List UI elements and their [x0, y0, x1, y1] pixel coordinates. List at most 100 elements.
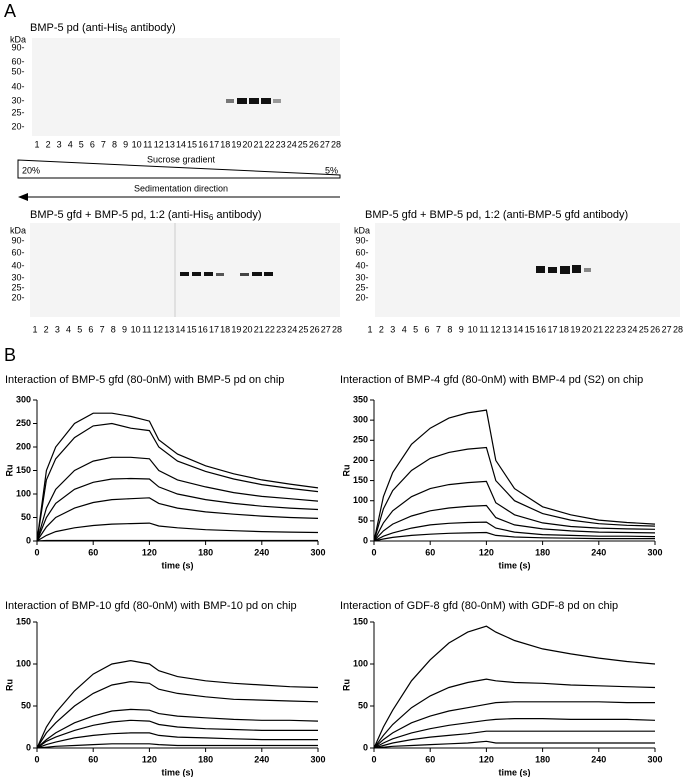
kda-label: 25- [11, 282, 24, 292]
x-tick-label: 240 [591, 547, 606, 557]
x-tick-label: 0 [34, 754, 39, 764]
lane-number: 6 [88, 324, 93, 334]
lane-number: 22 [265, 139, 275, 149]
sensorgram [373, 625, 656, 749]
x-tick-label: 180 [535, 754, 550, 764]
lane-number: 4 [66, 324, 71, 334]
lane-number: 8 [112, 139, 117, 149]
bands [180, 98, 591, 276]
blot-title: BMP-5 gfd + BMP-5 pd, 1:2 (anti-His6 ant… [30, 209, 262, 222]
y-tick-label: 100 [16, 488, 31, 498]
lane-number: 22 [265, 324, 275, 334]
x-tick-label: 240 [591, 754, 606, 764]
sensorgram [36, 719, 318, 749]
x-tick-label: 180 [198, 547, 213, 557]
lane-number: 24 [627, 324, 637, 334]
y-tick-label: 0 [26, 742, 31, 752]
y-tick-label: 0 [26, 535, 31, 545]
sensorgram [373, 678, 656, 749]
kda-label: 40- [11, 81, 24, 91]
x-tick-label: 0 [371, 547, 376, 557]
lane-number: 3 [55, 324, 60, 334]
title-part: BMP-5 gfd + BMP-5 pd, 1:2 (anti-BMP-5 gf… [365, 209, 628, 221]
x-tick-label: 120 [479, 754, 494, 764]
lane-number: 12 [154, 139, 164, 149]
kda-label: 60- [11, 56, 24, 66]
lane-number: 10 [131, 324, 141, 334]
kda-label: 25- [11, 107, 24, 117]
kda-label: 20- [11, 121, 24, 131]
lane-number: 2 [46, 139, 51, 149]
lane-number: 18 [220, 139, 230, 149]
y-tick-label: 50 [21, 700, 31, 710]
sensorgram [36, 708, 319, 749]
lane-number: 27 [662, 324, 672, 334]
x-tick-label: 300 [647, 547, 662, 557]
lane-number: 7 [101, 139, 106, 149]
sensorgram [373, 730, 655, 749]
lane-number: 9 [123, 139, 128, 149]
lane-number: 23 [616, 324, 626, 334]
sensorgram [36, 743, 318, 749]
subscript: 6 [123, 26, 128, 35]
lane-number: 21 [253, 139, 263, 149]
lane-number: 17 [209, 139, 219, 149]
y-axis-label: Ru [4, 679, 14, 691]
lane-number: 12 [153, 324, 163, 334]
sensorgram [373, 409, 656, 542]
y-tick-label: 250 [16, 418, 31, 428]
blot-title: BMP-5 pd (anti-His6 antibody) [30, 22, 176, 35]
y-tick-label: 150 [16, 465, 31, 475]
lane-number: 1 [34, 139, 39, 149]
lane-number: 17 [548, 324, 558, 334]
lane-number: 23 [276, 324, 286, 334]
y-tick-label: 50 [358, 515, 368, 525]
lane-number: 21 [593, 324, 603, 334]
sensorgram [36, 539, 318, 542]
lane-number: 25 [298, 324, 308, 334]
lane-number: 7 [100, 324, 105, 334]
lane-number: 20 [582, 324, 592, 334]
lane-number: 26 [310, 324, 320, 334]
kda-label: 40- [11, 260, 24, 270]
kda-label: 40- [355, 260, 368, 270]
kda-label: kDa [10, 225, 26, 235]
lane-number: 11 [479, 324, 488, 334]
lane-number: 13 [502, 324, 512, 334]
lane-number: 18 [220, 324, 230, 334]
sensorgram [36, 412, 319, 542]
kda-label: 60- [355, 247, 368, 257]
lane-number: 17 [209, 324, 219, 334]
lane-number: 28 [331, 139, 341, 149]
lane-number: 15 [187, 324, 197, 334]
y-tick-label: 350 [353, 394, 368, 404]
y-tick-label: 100 [16, 658, 31, 668]
lane-number: 25 [298, 139, 308, 149]
x-tick-label: 0 [34, 547, 39, 557]
lane-number: 14 [513, 324, 523, 334]
lane-number: 7 [436, 324, 441, 334]
lane-number: 26 [650, 324, 660, 334]
lane-number: 5 [77, 324, 82, 334]
lane-number: 15 [187, 139, 197, 149]
x-tick-label: 120 [142, 754, 157, 764]
lane-number: 9 [122, 324, 127, 334]
kda-label: 30- [355, 272, 368, 282]
x-axis-label: time (s) [161, 560, 193, 570]
sensorgram [36, 456, 319, 542]
lane-number: 23 [276, 139, 286, 149]
lane-number: 26 [309, 139, 319, 149]
lane-number: 22 [605, 324, 615, 334]
kda-label: 30- [11, 95, 24, 105]
x-tick-label: 60 [88, 754, 98, 764]
lane-number: 12 [490, 324, 500, 334]
kda-label: 60- [11, 247, 24, 257]
lane-number: 24 [287, 324, 297, 334]
y-tick-label: 300 [353, 415, 368, 425]
y-tick-label: 150 [353, 616, 368, 626]
x-tick-label: 180 [535, 547, 550, 557]
y-axis-label: Ru [4, 465, 14, 477]
lane-number: 4 [68, 139, 73, 149]
y-tick-label: 150 [16, 616, 31, 626]
chart-title: Interaction of GDF-8 gfd (80-0nM) with G… [340, 600, 618, 612]
